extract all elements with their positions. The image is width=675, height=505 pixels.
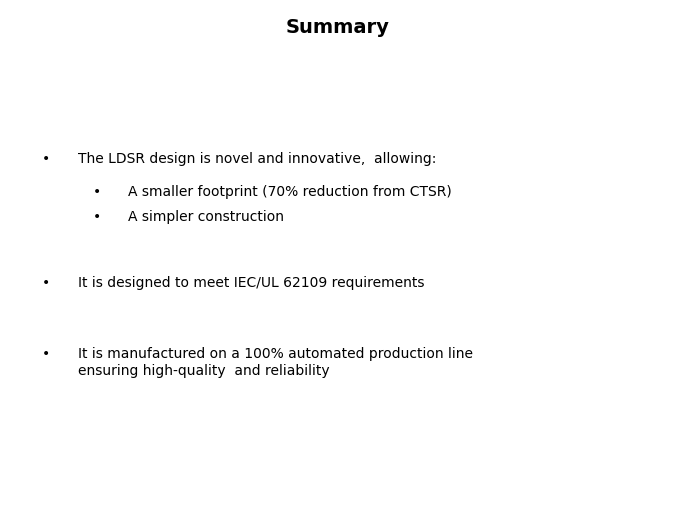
Text: The LDSR design is novel and innovative,  allowing:: The LDSR design is novel and innovative,… [78,152,436,166]
Text: A simpler construction: A simpler construction [128,210,284,224]
Text: It is manufactured on a 100% automated production line
ensuring high-quality  an: It is manufactured on a 100% automated p… [78,346,472,378]
Text: It is designed to meet IEC/UL 62109 requirements: It is designed to meet IEC/UL 62109 requ… [78,275,424,289]
Text: Summary: Summary [286,18,389,37]
Text: •: • [92,210,101,224]
Text: •: • [42,346,50,360]
Text: A smaller footprint (70% reduction from CTSR): A smaller footprint (70% reduction from … [128,184,452,198]
Text: •: • [92,184,101,198]
Text: •: • [42,275,50,289]
Text: •: • [42,152,50,166]
